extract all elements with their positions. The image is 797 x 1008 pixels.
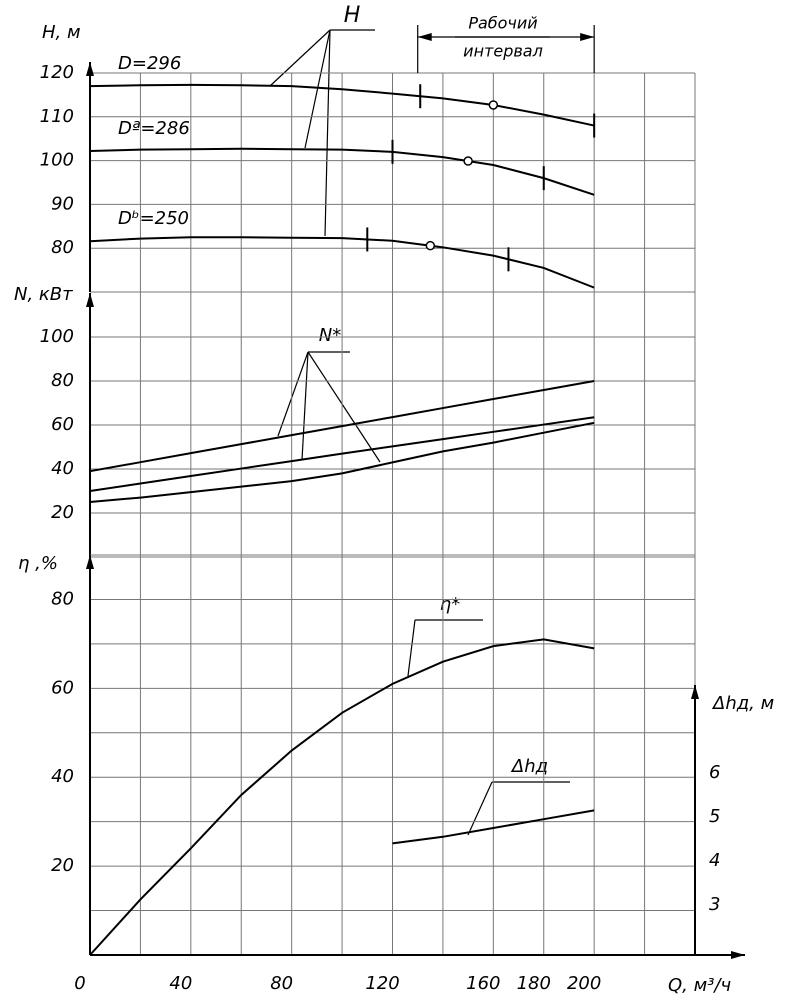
y-axis-arrow (86, 555, 94, 569)
dh-leader (467, 781, 493, 836)
x-axis-label: Q, м³/ч (668, 975, 731, 996)
h-leader (269, 29, 331, 87)
n-leader (307, 351, 381, 463)
curve (392, 809, 595, 845)
interval-label: интервал (463, 42, 543, 61)
x-tick-label: 40 (169, 973, 192, 994)
series-label: Dᵇ=250 (118, 208, 189, 229)
n-leader (301, 351, 309, 461)
curve (89, 147, 595, 196)
h-label: H (344, 3, 361, 28)
y-tick-label: 6 (709, 762, 720, 783)
y-axis-label: N, кВт (14, 284, 73, 305)
curve (89, 236, 595, 289)
y-tick-label: 40 (51, 766, 74, 787)
y-tick-label: 120 (40, 62, 74, 83)
y-tick-label: 3 (709, 894, 720, 915)
h-leader (324, 29, 331, 237)
x-tick-label: 120 (365, 973, 399, 994)
n-leader (277, 351, 309, 437)
arrowhead (580, 33, 595, 41)
x-tick-label: 80 (270, 973, 293, 994)
x-tick-label: 160 (466, 973, 500, 994)
y-tick-label: 100 (40, 326, 74, 347)
y-tick-label: 60 (51, 677, 74, 698)
y-tick-label: 20 (51, 502, 74, 523)
y-tick-label: 100 (40, 150, 74, 171)
y-tick-label: 80 (51, 588, 74, 609)
y-axis-arrow (86, 293, 94, 307)
x-tick-label: 180 (517, 973, 551, 994)
h-leader (304, 29, 331, 149)
x-tick-label: 0 (74, 973, 85, 994)
y-tick-label: 60 (51, 414, 74, 435)
curve (89, 380, 595, 473)
eta-leader (407, 619, 416, 677)
y-axis-label: Δhд, м (711, 693, 774, 714)
curve (89, 421, 595, 503)
arrowhead (417, 33, 432, 41)
optimum-point (463, 156, 473, 166)
y-axis-label: η ,% (18, 553, 58, 574)
y-tick-label: 110 (40, 106, 74, 127)
callouts (269, 29, 570, 836)
n-label: N* (319, 325, 341, 346)
optimum-point (425, 240, 436, 251)
y-tick-label: 90 (51, 193, 74, 214)
curve (89, 416, 595, 492)
y-tick-label: 4 (709, 850, 720, 871)
series-label: Dª=286 (118, 118, 190, 139)
y-axis-label: H, м (42, 22, 81, 43)
y-tick-label: 80 (51, 370, 74, 391)
series-label: D=296 (118, 53, 181, 74)
interval-label: Рабочий (468, 14, 537, 33)
optimum-point (488, 100, 499, 110)
dh-label: Δhд (510, 756, 548, 777)
y-axis-arrow (86, 62, 94, 76)
y-tick-label: 5 (709, 806, 720, 827)
x-axis-arrow (731, 951, 745, 959)
y-tick-label: 20 (51, 855, 74, 876)
curve (89, 638, 595, 956)
y-axis-arrow (691, 685, 699, 699)
x-tick-label: 200 (567, 973, 601, 994)
y-tick-label: 40 (51, 458, 74, 479)
curve (89, 83, 595, 127)
y-tick-label: 80 (51, 237, 74, 258)
